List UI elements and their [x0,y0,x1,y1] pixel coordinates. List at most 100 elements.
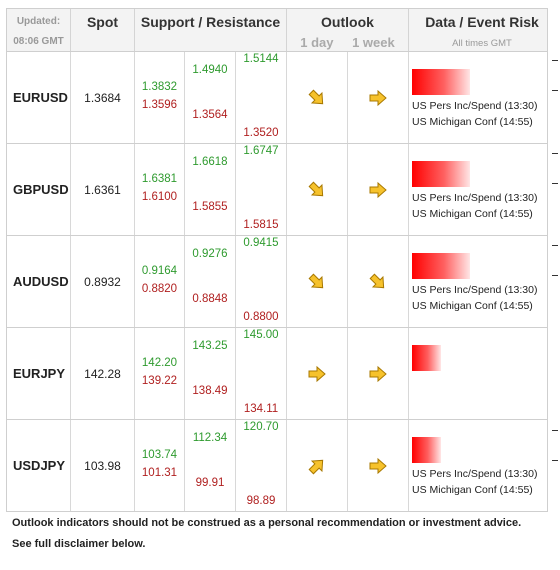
currency-pair: EURJPY [7,328,71,419]
support-3: 1.5815 [243,219,279,231]
sr-column-1: 0.9164 0.8820 [135,236,185,327]
risk-level-bar [412,437,441,463]
sr-column-1: 103.74 101.31 [135,420,185,511]
edge-mark [552,183,558,187]
resistance-1: 142.20 [141,357,178,369]
currency-pair: EURUSD [7,52,71,143]
outlook-1day [287,236,348,327]
event-item: US Michigan Conf (14:55) [412,208,533,220]
edge-mark [552,60,558,64]
resistance-3: 0.9415 [243,237,279,249]
outlook-1week [348,328,409,419]
sr-column-1: 1.6381 1.6100 [135,144,185,235]
resistance-1: 1.6381 [141,173,178,185]
outlook-1week [348,420,409,511]
outlook-1day-label: 1 day [300,35,334,50]
outlook-1week-arrow-icon [369,457,387,474]
support-3: 134.11 [243,403,279,415]
table-header: Updated: 08:06 GMT Spot Support / Resist… [6,8,548,52]
sr-column-3: 1.5144 1.3520 [236,52,287,143]
sr-column-2: 1.6618 1.5855 [185,144,236,235]
sr-column-1: 1.3832 1.3596 [135,52,185,143]
resistance-3: 1.6747 [243,145,279,157]
sr-column-3: 0.9415 0.8800 [236,236,287,327]
support-3: 98.89 [246,495,276,507]
table-row: GBPUSD 1.6361 1.6381 1.6100 1.6618 1.5855 1.67… [6,144,548,236]
resistance-2: 1.4940 [192,64,228,76]
disclaimer: Outlook indicators should not be constru… [12,513,521,555]
resistance-2: 0.9276 [192,248,228,260]
support-1: 1.6100 [141,191,178,203]
outlook-header: Outlook 1 day 1 week [287,9,409,51]
resistance-3: 145.00 [243,329,279,341]
support-1: 139.22 [141,375,178,387]
outlook-1week [348,52,409,143]
event-item: US Michigan Conf (14:55) [412,116,533,128]
support-2: 99.91 [195,477,225,489]
updated-time: 08:06 GMT [13,36,64,47]
risk-level-bar [412,345,441,371]
currency-pair: AUDUSD [7,236,71,327]
event-item: US Michigan Conf (14:55) [412,300,533,312]
resistance-3: 120.70 [243,421,279,433]
spot-header-label: Spot [86,14,119,30]
edge-mark [552,90,558,94]
outlook-1week-arrow-icon [369,273,385,288]
outlook-1week [348,144,409,235]
event-risk-cell: US Pers Inc/Spend (13:30) US Michigan Con… [409,236,555,327]
support-3: 0.8800 [243,311,279,323]
outlook-1day [287,420,348,511]
support-1: 1.3596 [141,99,178,111]
event-risk-cell: US Pers Inc/Spend (13:30) US Michigan Con… [409,52,555,143]
event-risk-cell: US Pers Inc/Spend (13:30) US Michigan Con… [409,420,555,511]
currency-pair: USDJPY [7,420,71,511]
sr-column-2: 1.4940 1.3564 [185,52,236,143]
edge-mark [552,460,558,464]
event-item: US Michigan Conf (14:55) [412,484,533,496]
support-1: 101.31 [141,467,178,479]
outlook-1day [287,144,348,235]
outlook-1day-arrow-icon [308,365,326,382]
risk-level-bar [412,161,470,187]
outlook-1week-arrow-icon [369,365,387,382]
outlook-1day-arrow-icon [308,459,324,474]
risk-level-bar [412,253,470,279]
outlook-1week-arrow-icon [369,181,387,198]
table-row: EURUSD 1.3684 1.3832 1.3596 1.4940 1.3564 1.51… [6,52,548,144]
spot-price: 1.6361 [71,144,135,235]
table-row: AUDUSD 0.8932 0.9164 0.8820 0.9276 0.8848 0.94… [6,236,548,328]
fx-outlook-table: Updated: 08:06 GMT Spot Support / Resist… [6,8,548,512]
resistance-3: 1.5144 [243,53,279,65]
support-2: 138.49 [192,385,228,397]
resistance-2: 1.6618 [192,156,228,168]
event-item: US Pers Inc/Spend (13:30) [412,284,538,296]
sr-column-3: 145.00 134.11 [236,328,287,419]
disclaimer-line-1: Outlook indicators should not be constru… [12,517,522,529]
currency-pair: GBPUSD [7,144,71,235]
outlook-1day [287,52,348,143]
support-2: 1.3564 [192,109,228,121]
support-3: 1.3520 [243,127,279,139]
sr-column-3: 120.70 98.89 [236,420,287,511]
updated-label: Updated: [16,16,61,27]
spot-header: Spot [71,9,135,51]
spot-price: 103.98 [71,420,135,511]
resistance-2: 143.25 [192,340,228,352]
resistance-1: 103.74 [141,449,178,461]
event-item: US Pers Inc/Spend (13:30) [412,100,538,112]
support-2: 1.5855 [192,201,228,213]
resistance-1: 0.9164 [141,265,178,277]
resistance-1: 1.3832 [141,81,178,93]
table-row: EURJPY 142.28 142.20 139.22 143.25 138.49 145.… [6,328,548,420]
spot-price: 1.3684 [71,52,135,143]
event-risk-label: Data / Event Risk [425,14,539,30]
event-item: US Pers Inc/Spend (13:30) [412,468,538,480]
outlook-1day-arrow-icon [308,89,324,104]
sr-column-1: 142.20 139.22 [135,328,185,419]
sr-column-2: 112.34 99.91 [185,420,236,511]
outlook-1day-arrow-icon [308,181,324,196]
event-risk-cell [409,328,555,419]
sr-column-3: 1.6747 1.5815 [236,144,287,235]
outlook-1day [287,328,348,419]
edge-mark [552,153,558,157]
